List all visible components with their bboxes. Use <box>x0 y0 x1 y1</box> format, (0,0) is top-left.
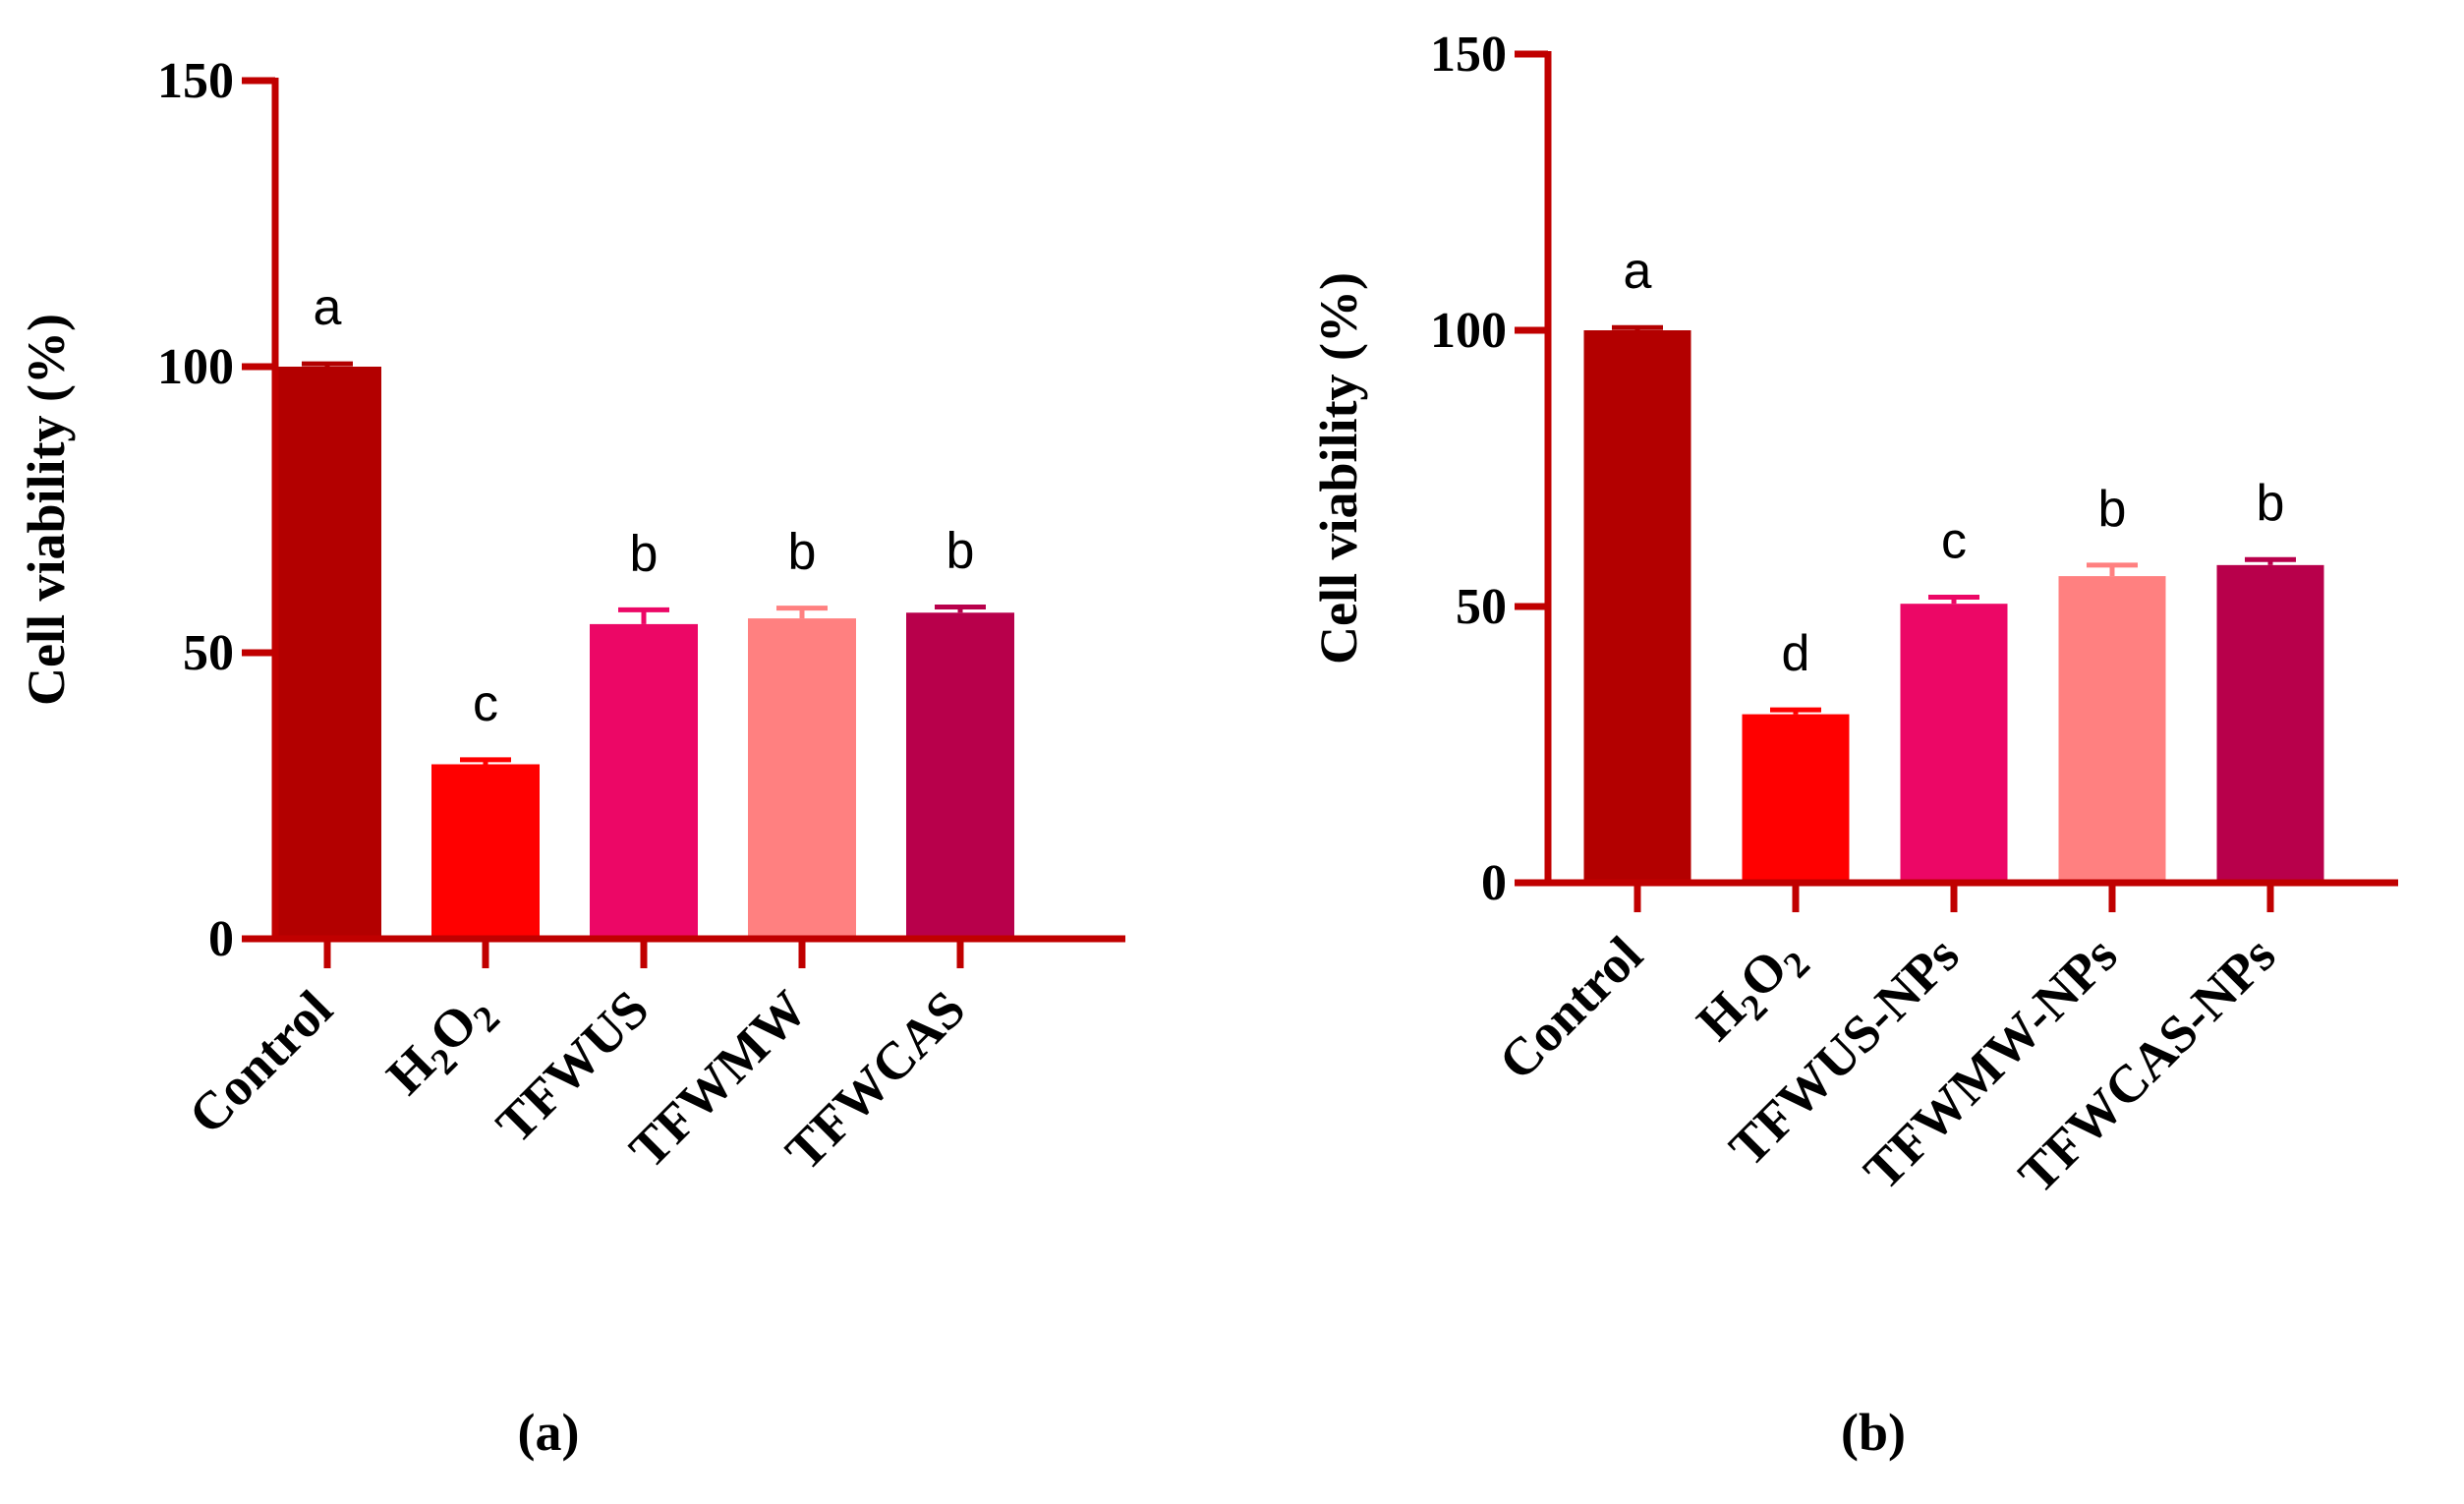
significance-label: d <box>1782 625 1810 682</box>
significance-label: b <box>2257 475 2285 532</box>
bar <box>431 764 540 939</box>
bar <box>748 618 856 939</box>
panel-label: (b) <box>1841 1403 1906 1462</box>
significance-label: c <box>1941 512 1967 569</box>
significance-label: c <box>473 675 498 732</box>
bar <box>590 623 698 939</box>
y-tick-label: 150 <box>1430 27 1507 83</box>
category-label: H2O2 <box>1686 925 1818 1058</box>
bar <box>2058 576 2166 883</box>
y-tick-label: 0 <box>208 911 234 967</box>
bar <box>1742 714 1850 883</box>
significance-label: b <box>946 522 975 579</box>
significance-label: b <box>788 524 817 581</box>
bar <box>1900 604 2008 883</box>
bar <box>1583 330 1691 883</box>
y-tick-label: 50 <box>183 625 234 681</box>
significance-label: a <box>1624 243 1652 300</box>
y-tick-label: 150 <box>157 53 234 109</box>
bar <box>2216 564 2324 883</box>
panel-label: (a) <box>518 1403 580 1462</box>
significance-label: b <box>2098 481 2127 538</box>
significance-label: b <box>630 525 659 582</box>
significance-label: a <box>314 279 342 336</box>
y-tick-label: 50 <box>1456 579 1507 635</box>
y-tick-label: 100 <box>1430 303 1507 359</box>
bar <box>906 612 1014 939</box>
bar <box>273 367 381 939</box>
y-axis-title: Cell viability (%) <box>17 314 76 706</box>
y-tick-label: 100 <box>157 339 234 395</box>
y-tick-label: 0 <box>1481 855 1507 911</box>
category-label: Control <box>1487 925 1653 1091</box>
y-axis-title: Cell viability (%) <box>1309 272 1368 665</box>
